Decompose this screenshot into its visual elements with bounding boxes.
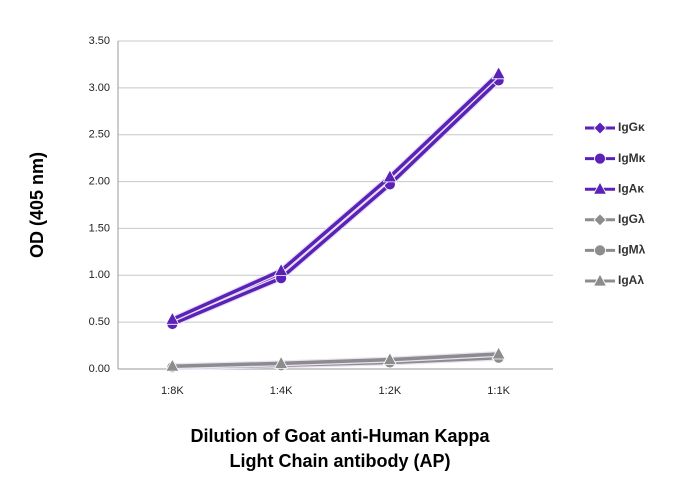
- legend-marker: [592, 273, 608, 287]
- x-axis-title: Light Chain antibody (AP): [230, 451, 451, 471]
- line: [172, 352, 499, 368]
- legend-marker: [594, 152, 606, 165]
- y-tick-label: 3.50: [89, 35, 110, 47]
- y-tick-label: 1.00: [89, 269, 110, 281]
- y-tick-label: 0.00: [89, 363, 110, 375]
- y-axis-title: OD (405 nm): [27, 152, 47, 258]
- point: [491, 65, 506, 80]
- y-tick-label: 1.50: [89, 222, 110, 234]
- series: [165, 69, 506, 329]
- y-tick-label: 0.50: [89, 316, 110, 328]
- point: [165, 311, 180, 325]
- point: [165, 358, 180, 372]
- point: [382, 351, 398, 366]
- legend-marker: [593, 213, 607, 227]
- y-tick-label: 3.00: [89, 82, 110, 94]
- point: [273, 262, 289, 277]
- x-axis-title: Dilution of Goat anti-Human Kappa: [191, 426, 491, 446]
- line: [171, 72, 500, 321]
- y-tick-label: 2.50: [89, 129, 110, 141]
- x-tick-label: 1:8K: [161, 385, 184, 397]
- legend-marker: [594, 244, 606, 257]
- point: [273, 355, 289, 369]
- series: [165, 346, 506, 372]
- point: [382, 169, 398, 183]
- x-tick-label: 1:1K: [487, 385, 510, 397]
- legend-label: IgMλ: [618, 243, 646, 257]
- legend-label: IgGκ: [618, 120, 645, 134]
- line: [171, 74, 500, 324]
- x-tick-label: 1:2K: [379, 385, 402, 397]
- series: [165, 65, 506, 325]
- line-outline: [171, 73, 501, 325]
- legend-label: IgAκ: [618, 181, 644, 195]
- line-outline: [171, 71, 501, 323]
- x-tick-label: 1:4K: [270, 385, 293, 397]
- line: [171, 79, 500, 326]
- legend-marker: [592, 181, 608, 195]
- legend-label: IgGλ: [618, 212, 645, 226]
- legend-label: IgAλ: [618, 273, 644, 287]
- y-tick-label: 2.00: [89, 175, 110, 187]
- point: [491, 346, 506, 360]
- legend-marker: [593, 121, 607, 135]
- legend-label: IgMκ: [618, 151, 646, 165]
